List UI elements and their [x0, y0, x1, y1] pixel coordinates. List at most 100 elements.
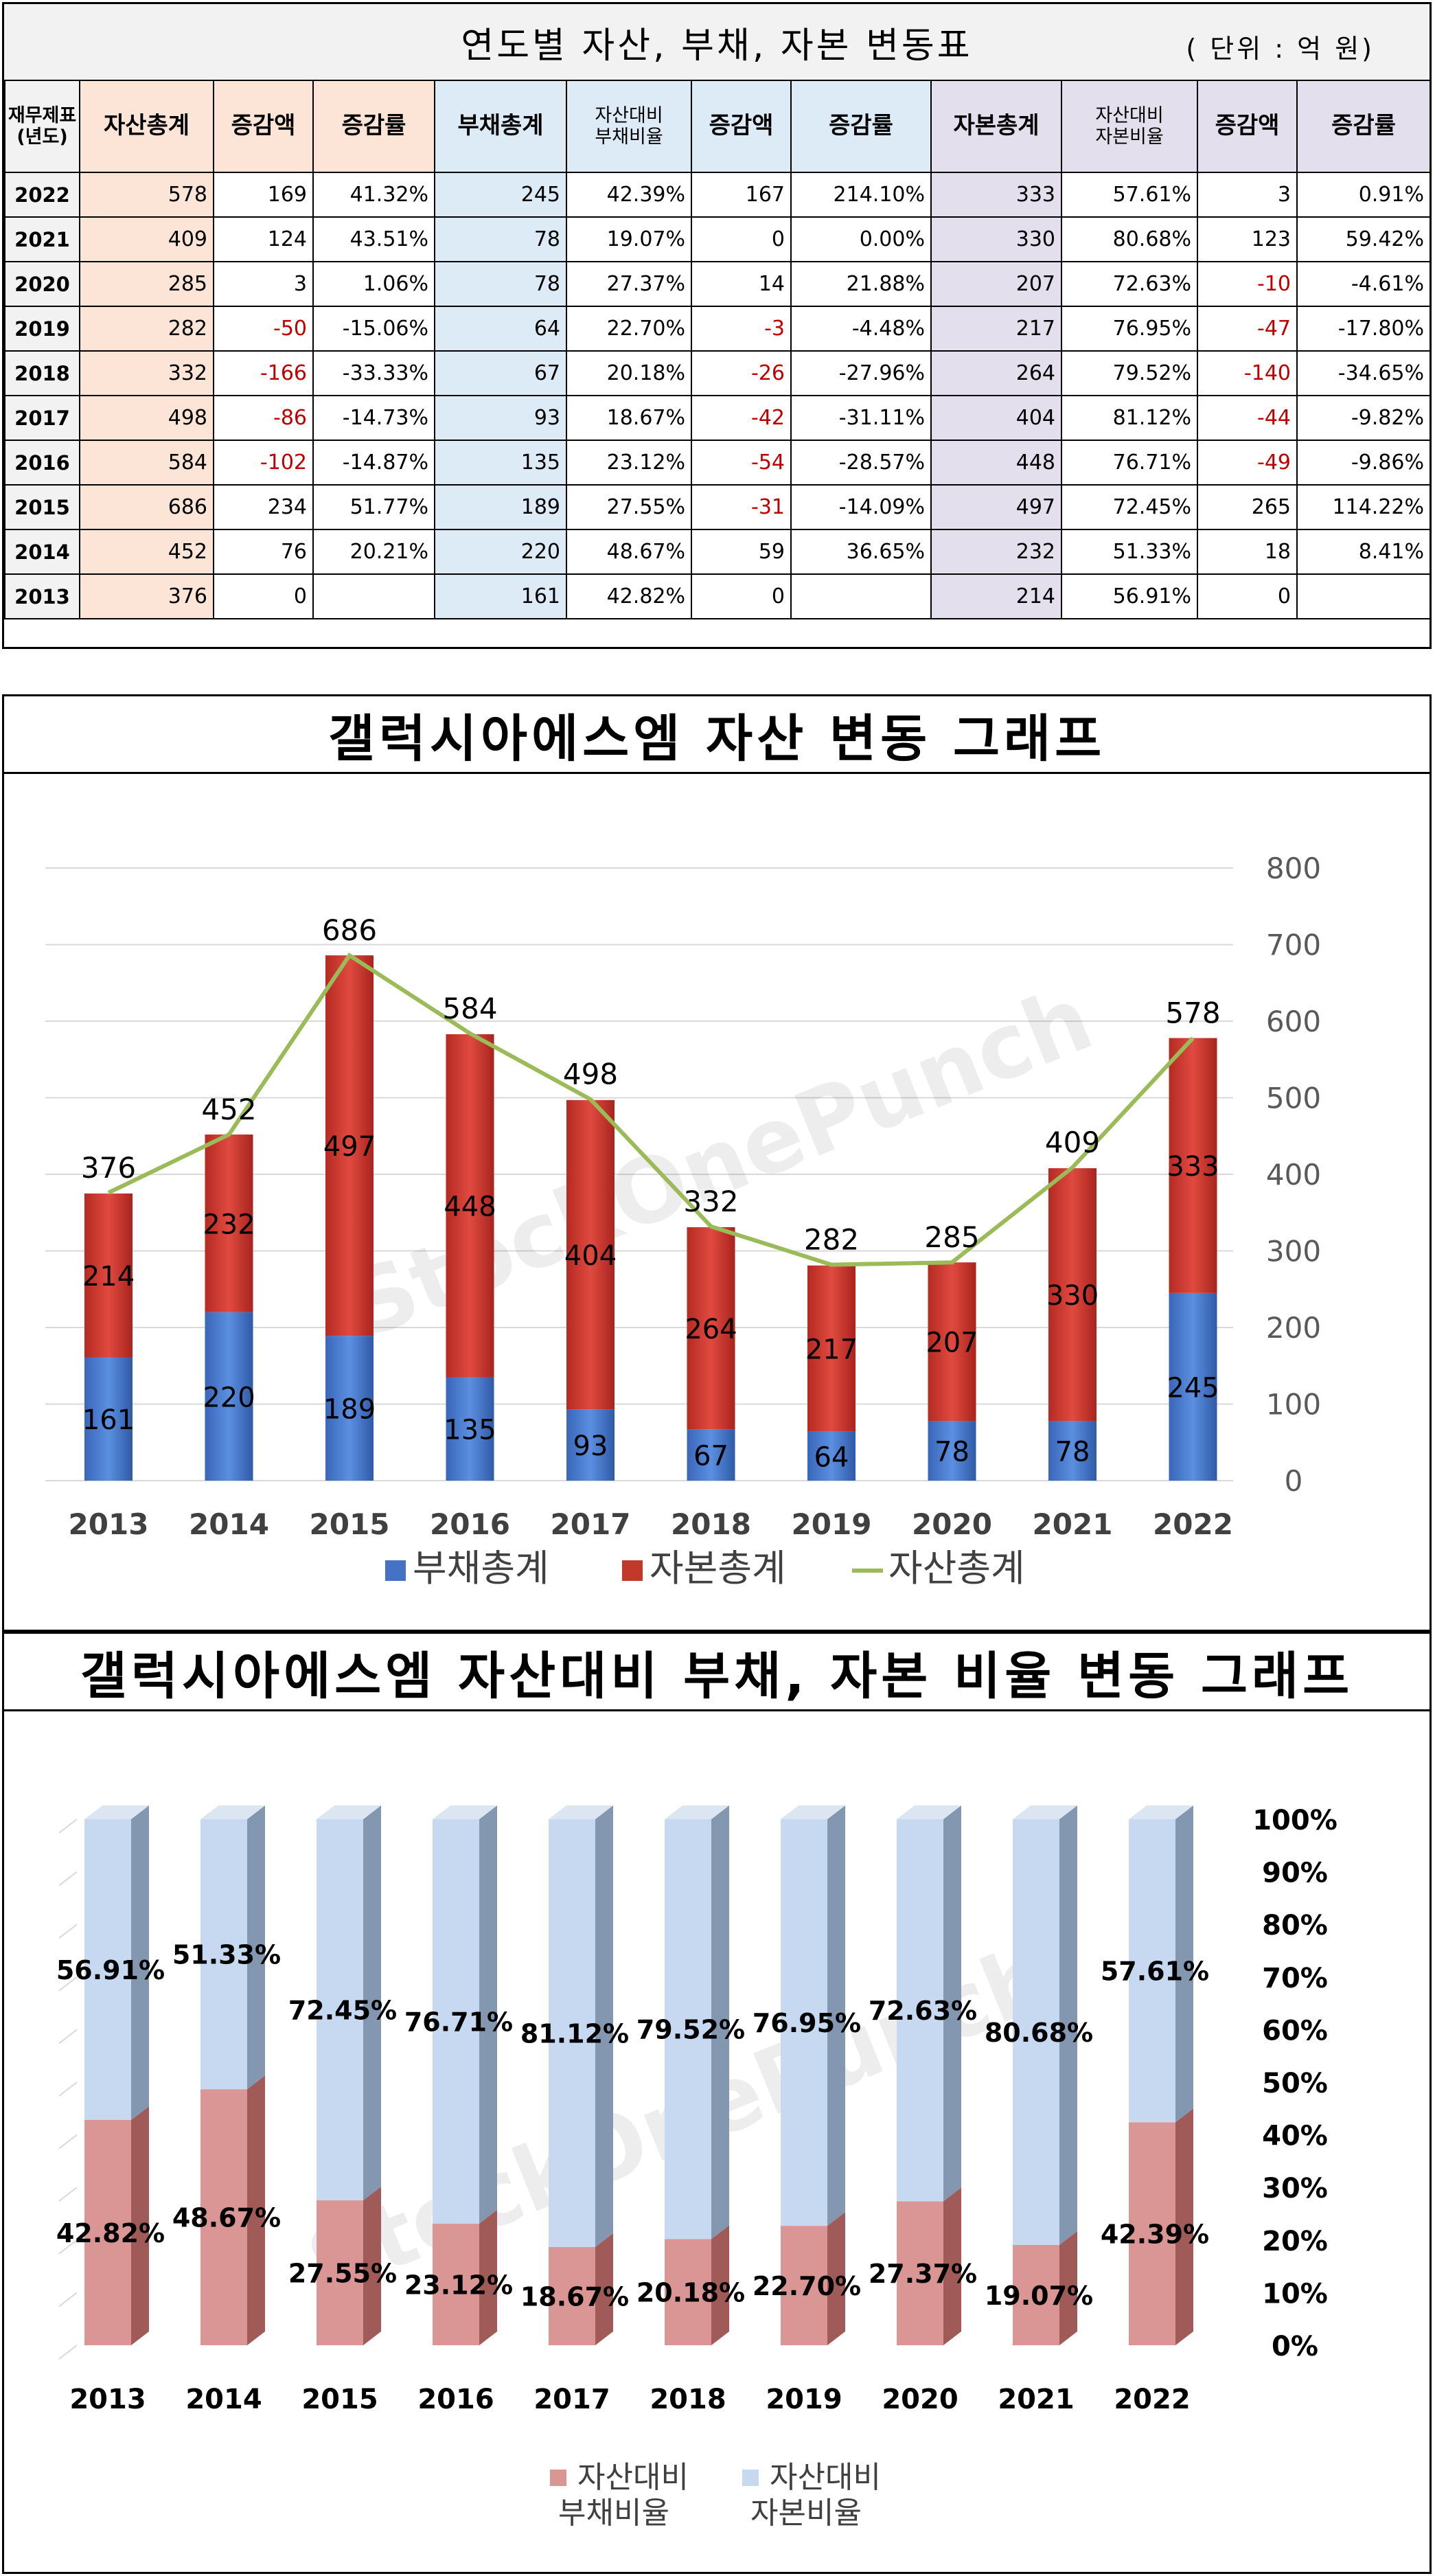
table-cell: 51.33% [1061, 529, 1198, 575]
table-cell: 72.63% [1061, 261, 1198, 307]
table-cell: 0 [691, 216, 792, 262]
ratio-chart: 0%10%20%30%40%50%60%70%80%90%100%StockOn… [56, 1805, 1338, 2531]
legend-swatch-equity [622, 1560, 643, 1581]
gridline [58, 2134, 78, 2150]
table-cell: 123 [1197, 216, 1298, 262]
table-cell: 0 [691, 573, 792, 619]
bar-equity-label: 448 [444, 1192, 496, 1223]
table-cell: 332 [79, 350, 214, 396]
table-cell: -17.80% [1296, 306, 1431, 352]
bar-debt-ratio [84, 2119, 131, 2345]
ratio-chart-panel: 갤럭시아에스엠 자산대비 부채, 자본 비율 변동 그래프 0% 10% 20% 30… [2, 1632, 1432, 2574]
equity-ratio-label: 81.12% [520, 2018, 629, 2049]
bar-equity [566, 1099, 615, 1410]
table-cell: 78 [434, 216, 567, 262]
table-cell: 78 [434, 261, 567, 307]
bar-debt-ratio-side [363, 2186, 381, 2345]
y-tick-label: 800 [1266, 852, 1321, 885]
legend-swatch-equity-ratio [742, 2470, 759, 2486]
bar-equity-label: 264 [685, 1314, 737, 1345]
legend-label-total: 자산총계 [888, 1547, 1025, 1590]
table-cell: -14.09% [790, 484, 932, 530]
gridline [58, 1924, 78, 1939]
legend-swatch-debt [385, 1560, 406, 1581]
x-tick-label: 2020 [912, 1507, 992, 1541]
bar-equity-ratio [549, 1819, 595, 2247]
total-point-label: 376 [81, 1151, 136, 1185]
equity-ratio-label: 51.33% [172, 1940, 281, 1970]
gridline [58, 1871, 78, 1887]
table-cell [312, 573, 435, 619]
table-cell: 169 [213, 172, 314, 218]
table-cell: 161 [434, 573, 567, 619]
legend-label-equity: 자본총계 [650, 1547, 786, 1590]
x-tick-label: 2019 [766, 2384, 842, 2415]
unit-label: ( 단위 : 억 원) [1186, 34, 1375, 64]
table-cell: -50 [213, 306, 314, 352]
table-cell: 64 [434, 306, 567, 352]
bar-equity-label: 214 [82, 1261, 135, 1292]
financial-table: 재무제표 (년도) 자산총계 증감액 증감률 부채총계 자산대비 부채비율 증감액 증감률 자본… [4, 80, 1431, 619]
bar-equity-ratio [897, 1819, 943, 2202]
table-cell: 0.00% [790, 216, 932, 262]
table-cell: 76.95% [1061, 306, 1198, 352]
legend-swatch-debt-ratio [550, 2470, 566, 2486]
table-cell: 81.12% [1061, 395, 1198, 441]
total-line [107, 952, 1195, 1267]
equity-ratio-label: 76.71% [404, 2007, 513, 2037]
table-cell: -26 [691, 350, 792, 396]
table-cell: 217 [930, 306, 1062, 352]
debt-ratio-label: 27.55% [288, 2258, 397, 2288]
bar-equity-label: 333 [1167, 1151, 1219, 1183]
bar-debt-ratio [549, 2246, 595, 2345]
bar-equity-ratio-side [827, 1805, 845, 2226]
total-point-label: 409 [1045, 1126, 1100, 1159]
y-tick-label: 100% [1252, 1805, 1338, 1836]
table-cell: -86 [213, 395, 314, 441]
bar-top [781, 1805, 845, 1819]
table-cell: 282 [79, 306, 214, 352]
total-point-label: 332 [683, 1185, 738, 1218]
table-cell: -42 [691, 395, 792, 441]
bar-equity-ratio [84, 1819, 131, 2120]
x-tick-label: 2013 [69, 1507, 149, 1541]
year-cell: 2017 [4, 395, 80, 441]
debt-ratio-label: 27.37% [869, 2259, 977, 2289]
table-cell: 578 [79, 172, 214, 218]
table-cell: 22.70% [566, 306, 692, 352]
bar-equity-ratio-side [247, 1805, 265, 2090]
table-cell: 48.67% [566, 529, 692, 575]
bar-debt-ratio-side [595, 2233, 613, 2345]
bar-equity-label: 217 [805, 1334, 858, 1366]
bar-debt [325, 1336, 374, 1481]
equity-ratio-label: 79.52% [636, 2015, 745, 2045]
table-cell: 59 [691, 529, 792, 575]
year-cell: 2018 [4, 350, 80, 396]
table-cell: 285 [79, 261, 214, 307]
bar-debt-ratio [433, 2223, 479, 2345]
table-cell: 404 [930, 395, 1062, 441]
bar-top [1129, 1805, 1193, 1819]
bar-debt-ratio-side [711, 2225, 729, 2345]
y-tick-label: 0 [1285, 1464, 1303, 1498]
equity-ratio-label: 80.68% [985, 2018, 1093, 2048]
equity-ratio-label: 56.91% [56, 1955, 165, 1985]
y-tick-label: 20% [1262, 2226, 1328, 2257]
table-cell: -3 [691, 306, 792, 352]
total-point-label: 686 [322, 913, 377, 947]
y-tick-label: 30% [1262, 2173, 1328, 2204]
x-tick-label: 2014 [189, 1507, 269, 1541]
bar-equity-ratio [1129, 1819, 1175, 2123]
table-cell: -15.06% [312, 306, 435, 352]
bar-top [84, 1805, 149, 1819]
table-cell: 36.65% [790, 529, 932, 575]
bar-debt [205, 1312, 253, 1481]
table-cell: 67 [434, 350, 567, 396]
x-tick-label: 2016 [417, 2384, 494, 2415]
table-cell: -102 [213, 440, 314, 486]
bar-top [200, 1805, 265, 1819]
asset-chart-title: 갤럭시아에스엠 자산 변동 그래프 [328, 709, 1106, 768]
table-cell: 42.39% [566, 172, 692, 218]
table-cell: 3 [1197, 172, 1298, 218]
table-title: 연도별 자산, 부채, 자본 변동표 [461, 25, 973, 67]
